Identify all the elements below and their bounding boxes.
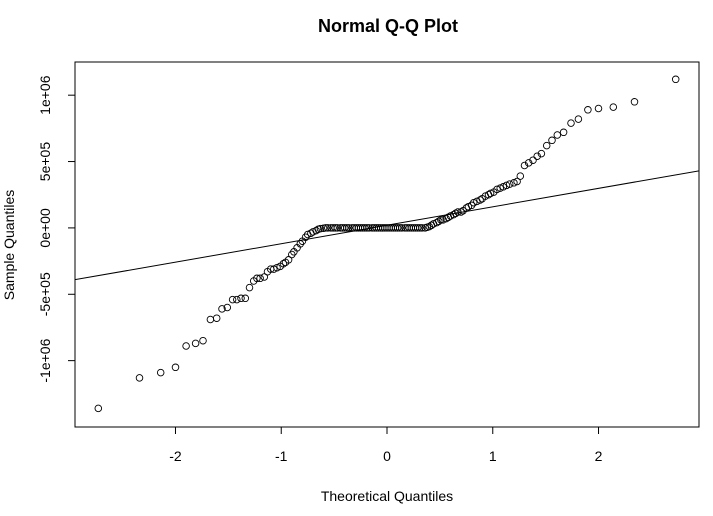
data-point <box>548 136 556 145</box>
data-point <box>182 342 190 350</box>
data-points <box>94 75 680 413</box>
data-point <box>609 103 618 111</box>
y-tick-label: 1e+06 <box>37 75 53 115</box>
data-point <box>223 303 232 312</box>
data-point <box>529 156 537 164</box>
y-tick-label: 5e+05 <box>37 142 53 182</box>
data-point <box>253 274 261 283</box>
data-point <box>533 152 541 160</box>
data-point <box>505 180 514 188</box>
data-point <box>135 374 144 382</box>
chart-title: Normal Q-Q Plot <box>318 16 458 36</box>
data-point <box>510 179 518 187</box>
data-point <box>245 283 254 292</box>
data-point <box>331 224 339 232</box>
data-point <box>279 259 288 268</box>
data-point <box>537 149 546 158</box>
x-tick-label: 1 <box>489 448 497 464</box>
data-point <box>476 196 484 204</box>
plot-frame <box>74 61 700 428</box>
data-point <box>553 131 562 139</box>
x-tick-label: -1 <box>275 448 288 464</box>
data-point <box>594 104 603 113</box>
data-point <box>94 404 103 413</box>
data-point <box>435 217 443 226</box>
data-point <box>454 208 462 216</box>
data-point <box>260 273 269 281</box>
data-point <box>574 115 583 123</box>
data-point <box>469 198 478 207</box>
data-point <box>493 185 501 194</box>
data-point <box>156 368 165 377</box>
data-point <box>467 201 476 210</box>
data-point <box>199 336 207 345</box>
data-point <box>237 294 245 303</box>
x-tick-label: 2 <box>595 448 603 464</box>
data-point <box>218 305 226 313</box>
data-point <box>520 161 529 170</box>
data-point <box>630 98 639 106</box>
y-axis-label: Sample Quantiles <box>1 190 17 301</box>
data-point <box>486 189 495 198</box>
data-point <box>296 240 305 248</box>
data-point <box>559 128 568 137</box>
data-point <box>361 224 369 232</box>
y-tick-label: 0e+00 <box>37 208 53 248</box>
x-axis-label: Theoretical Quantiles <box>321 488 453 504</box>
data-point <box>442 214 450 223</box>
data-point <box>340 224 349 232</box>
data-point <box>345 224 353 232</box>
x-axis: -2 -1 0 1 2 <box>169 426 603 464</box>
data-point <box>451 209 460 218</box>
data-point <box>312 226 320 235</box>
data-point <box>206 315 215 324</box>
data-point <box>671 75 680 84</box>
data-point <box>329 224 337 232</box>
data-point <box>241 294 250 303</box>
data-point <box>324 224 332 232</box>
data-point <box>502 181 511 190</box>
plot-area <box>75 75 699 413</box>
y-axis: -1e+06 -5e+05 0e+00 5e+05 1e+06 <box>37 75 76 383</box>
data-point <box>316 224 325 233</box>
data-point <box>425 222 434 231</box>
data-point <box>449 210 458 219</box>
y-tick-label: -5e+05 <box>37 272 53 316</box>
data-point <box>416 224 424 232</box>
data-point <box>228 295 237 304</box>
data-point <box>584 106 592 114</box>
x-tick-label: 0 <box>383 448 391 464</box>
data-point <box>365 224 373 232</box>
data-point <box>393 224 402 232</box>
data-point <box>321 224 330 232</box>
y-tick-label: -1e+06 <box>37 338 53 382</box>
data-point <box>212 314 221 322</box>
data-point <box>432 218 441 227</box>
data-point <box>256 274 264 283</box>
data-point <box>273 263 281 272</box>
data-point <box>516 172 525 180</box>
data-point <box>343 224 351 232</box>
x-tick-label: -2 <box>169 448 182 464</box>
data-point <box>171 363 180 372</box>
data-point <box>398 224 406 232</box>
data-point <box>437 216 445 224</box>
data-point <box>524 159 533 167</box>
data-point <box>363 224 371 232</box>
data-point <box>513 177 521 186</box>
data-point <box>395 224 404 232</box>
data-point <box>233 295 241 304</box>
data-point <box>413 224 422 232</box>
data-point <box>567 119 575 127</box>
data-point <box>333 224 342 232</box>
data-point <box>542 141 551 150</box>
data-point <box>457 208 465 216</box>
data-point <box>191 339 200 348</box>
data-point <box>284 256 293 264</box>
data-point <box>418 224 426 232</box>
